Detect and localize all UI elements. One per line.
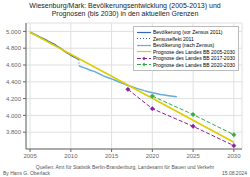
html-text:15.08.2024: 15.08.2024	[222, 170, 247, 176]
html-text:By Hans G. Oberlack: By Hans G. Oberlack	[3, 170, 50, 176]
html-text:Prognose des Landes BB 2005-20: Prognose des Landes BB 2005-2030	[153, 48, 235, 55]
svg-text:4.400: 4.400	[8, 79, 22, 85]
html-text:Bevölkerung (nach Zensus): Bevölkerung (nach Zensus)	[153, 42, 215, 48]
svg-text:2020: 2020	[146, 153, 160, 159]
svg-text:2025: 2025	[186, 153, 200, 159]
svg-text:2010: 2010	[64, 153, 78, 159]
svg-text:2005: 2005	[23, 153, 37, 159]
html-text:Quellen: Amt für Statistik Ber: Quellen: Amt für Statistik Berlin-Brande…	[35, 164, 215, 170]
svg-text:3.800: 3.800	[8, 129, 22, 135]
svg-text:2015: 2015	[105, 153, 119, 159]
svg-text:4.800: 4.800	[8, 45, 22, 51]
svg-text:4.000: 4.000	[8, 113, 22, 119]
svg-text:5.000: 5.000	[8, 29, 22, 35]
html-text:Prognose des Landes BB 2020-20: Prognose des Landes BB 2020-2030	[153, 61, 235, 68]
html-text:Prognose des Landes BB 2017-20: Prognose des Landes BB 2017-2030	[153, 55, 235, 61]
html-text:Wiesenburg/Mark: Bevölkerungse: Wiesenburg/Mark: Bevölkerungsentwicklung…	[29, 2, 221, 17]
html-text:Bevölkerung (vor Zensus 2011): Bevölkerung (vor Zensus 2011)	[153, 29, 223, 35]
html-text:Zensuseffekt 2011: Zensuseffekt 2011	[153, 35, 194, 42]
svg-text:4.200: 4.200	[8, 96, 22, 102]
svg-text:4.600: 4.600	[8, 62, 22, 68]
svg-text:2030: 2030	[227, 153, 241, 159]
